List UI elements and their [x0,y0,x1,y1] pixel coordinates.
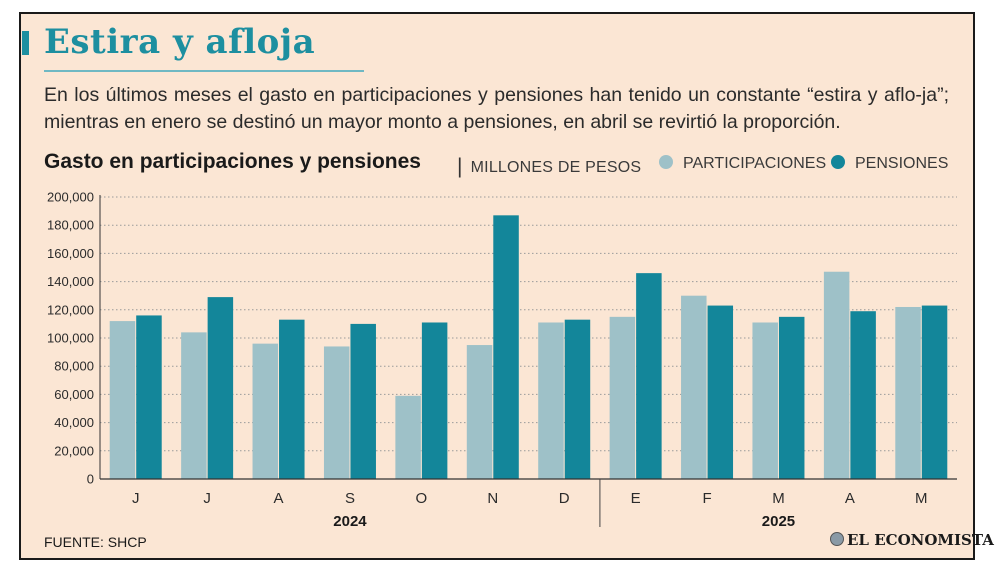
bar-participaciones [395,395,421,479]
bar-pensiones [136,315,162,479]
bar-pensiones [707,305,734,479]
bar-pensiones [778,316,805,479]
bar-participaciones [752,322,778,479]
bar-pensiones [350,323,376,479]
bar-participaciones [823,271,850,479]
x-category-label: O [416,490,428,507]
bar-pensiones [921,305,948,479]
bar-pensiones [493,215,519,479]
bar-participaciones [323,346,350,479]
chart-title: Gasto en participaciones y pensiones [44,150,421,173]
legend-dot-pensiones [831,155,845,169]
bar-participaciones [252,343,279,479]
title-underline [44,70,364,72]
y-tick-label: 180,000 [47,218,94,233]
x-category-label: J [203,490,211,507]
bar-participaciones [109,321,136,479]
x-category-label: A [845,490,855,507]
subtitle: En los últimos meses el gasto en partici… [44,84,949,133]
bar-participaciones [538,322,564,479]
y-tick-label: 0 [87,472,94,487]
legend-item-pensiones: PENSIONES [831,155,948,173]
y-tick-label: 120,000 [47,302,94,317]
legend-dot-participaciones [659,155,673,169]
y-tick-label: 100,000 [47,331,94,346]
bar-participaciones [609,316,636,479]
bar-pensiones [421,322,448,479]
legend-label-participaciones: PARTICIPACIONES [683,155,827,172]
x-category-label: D [559,490,570,507]
legend-label-pensiones: PENSIONES [855,155,949,172]
y-tick-label: 80,000 [54,359,94,374]
bar-participaciones [466,345,493,479]
x-category-label: M [772,490,785,507]
legend-item-participaciones: PARTICIPACIONES [659,155,826,173]
y-tick-label: 20,000 [54,443,94,458]
y-tick-label: 40,000 [54,415,94,430]
units-separator: | [457,155,463,178]
bar-participaciones [895,306,921,479]
x-category-label: J [132,490,140,507]
x-category-label: E [631,490,641,507]
bar-pensiones [850,311,876,479]
y-axis-ticks: 0 20,000 40,000 60,000 80,000 100,000 120,000 1… [47,190,94,487]
chart-units: | MILLONES DE PESOS [457,155,641,179]
units-label: MILLONES DE PESOS [470,159,642,176]
bar-pensiones [564,319,591,479]
axes [99,195,957,480]
x-category-label: F [702,490,711,507]
bar-pensiones [636,273,662,479]
year-label: 2024 [333,513,367,530]
bar-pensiones [207,297,234,479]
year-labels: 2024 2025 [333,479,795,530]
bar-participaciones [181,332,207,479]
year-label: 2025 [762,513,795,530]
bars [109,215,948,479]
y-tick-label: 200,000 [47,190,94,205]
publisher-logo: EL ECONOMISTA [830,531,994,549]
gridlines [100,196,957,452]
bar-pensiones [279,319,305,479]
x-category-label: M [915,490,928,507]
page-title: Estira y afloja [44,22,316,62]
source-note: FUENTE: SHCP [44,534,147,550]
brand-globe-icon [830,532,844,546]
title-accent-bar [22,31,29,55]
x-category-label: N [487,490,498,507]
y-tick-label: 60,000 [54,387,94,402]
publisher-name: EL ECONOMISTA [847,531,994,549]
y-tick-label: 160,000 [47,246,94,261]
bar-participaciones [681,295,707,479]
x-category-label: A [274,490,284,507]
y-tick-label: 140,000 [47,274,94,289]
x-category-label: S [345,490,355,507]
